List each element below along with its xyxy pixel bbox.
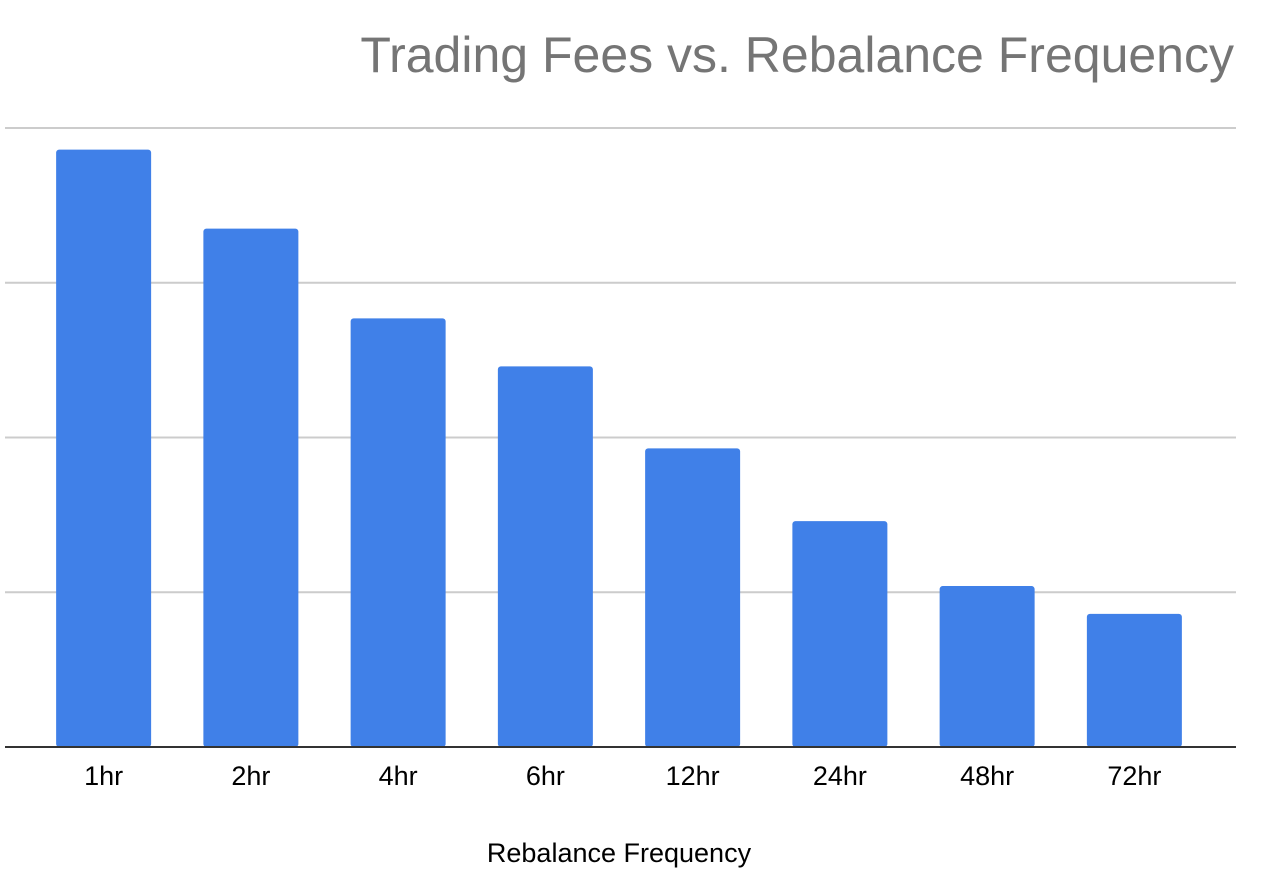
bar-6hr [497, 366, 593, 747]
bar-12hr [645, 448, 741, 747]
bar-2hr [203, 228, 299, 747]
chart-title: Trading Fees vs. Rebalance Frequency [360, 27, 1234, 83]
x-tick-label-2hr: 2hr [231, 761, 270, 791]
bar-24hr [792, 521, 888, 747]
x-axis-tick-labels: 1hr 2hr 4hr 6hr 12hr 24hr 48hr 72hr [84, 761, 1161, 791]
bar-4hr [350, 318, 446, 747]
bar-48hr [939, 586, 1035, 747]
gridlines [5, 127, 1236, 594]
bars [56, 149, 1182, 748]
x-axis-title: Rebalance Frequency [487, 838, 752, 868]
bar-1hr [56, 149, 152, 748]
x-tick-label-4hr: 4hr [379, 761, 418, 791]
x-tick-label-48hr: 48hr [960, 761, 1014, 791]
x-tick-label-72hr: 72hr [1107, 761, 1161, 791]
x-tick-label-24hr: 24hr [813, 761, 867, 791]
x-tick-label-12hr: 12hr [666, 761, 720, 791]
bar-72hr [1086, 613, 1182, 747]
x-tick-label-1hr: 1hr [84, 761, 123, 791]
x-tick-label-6hr: 6hr [526, 761, 565, 791]
